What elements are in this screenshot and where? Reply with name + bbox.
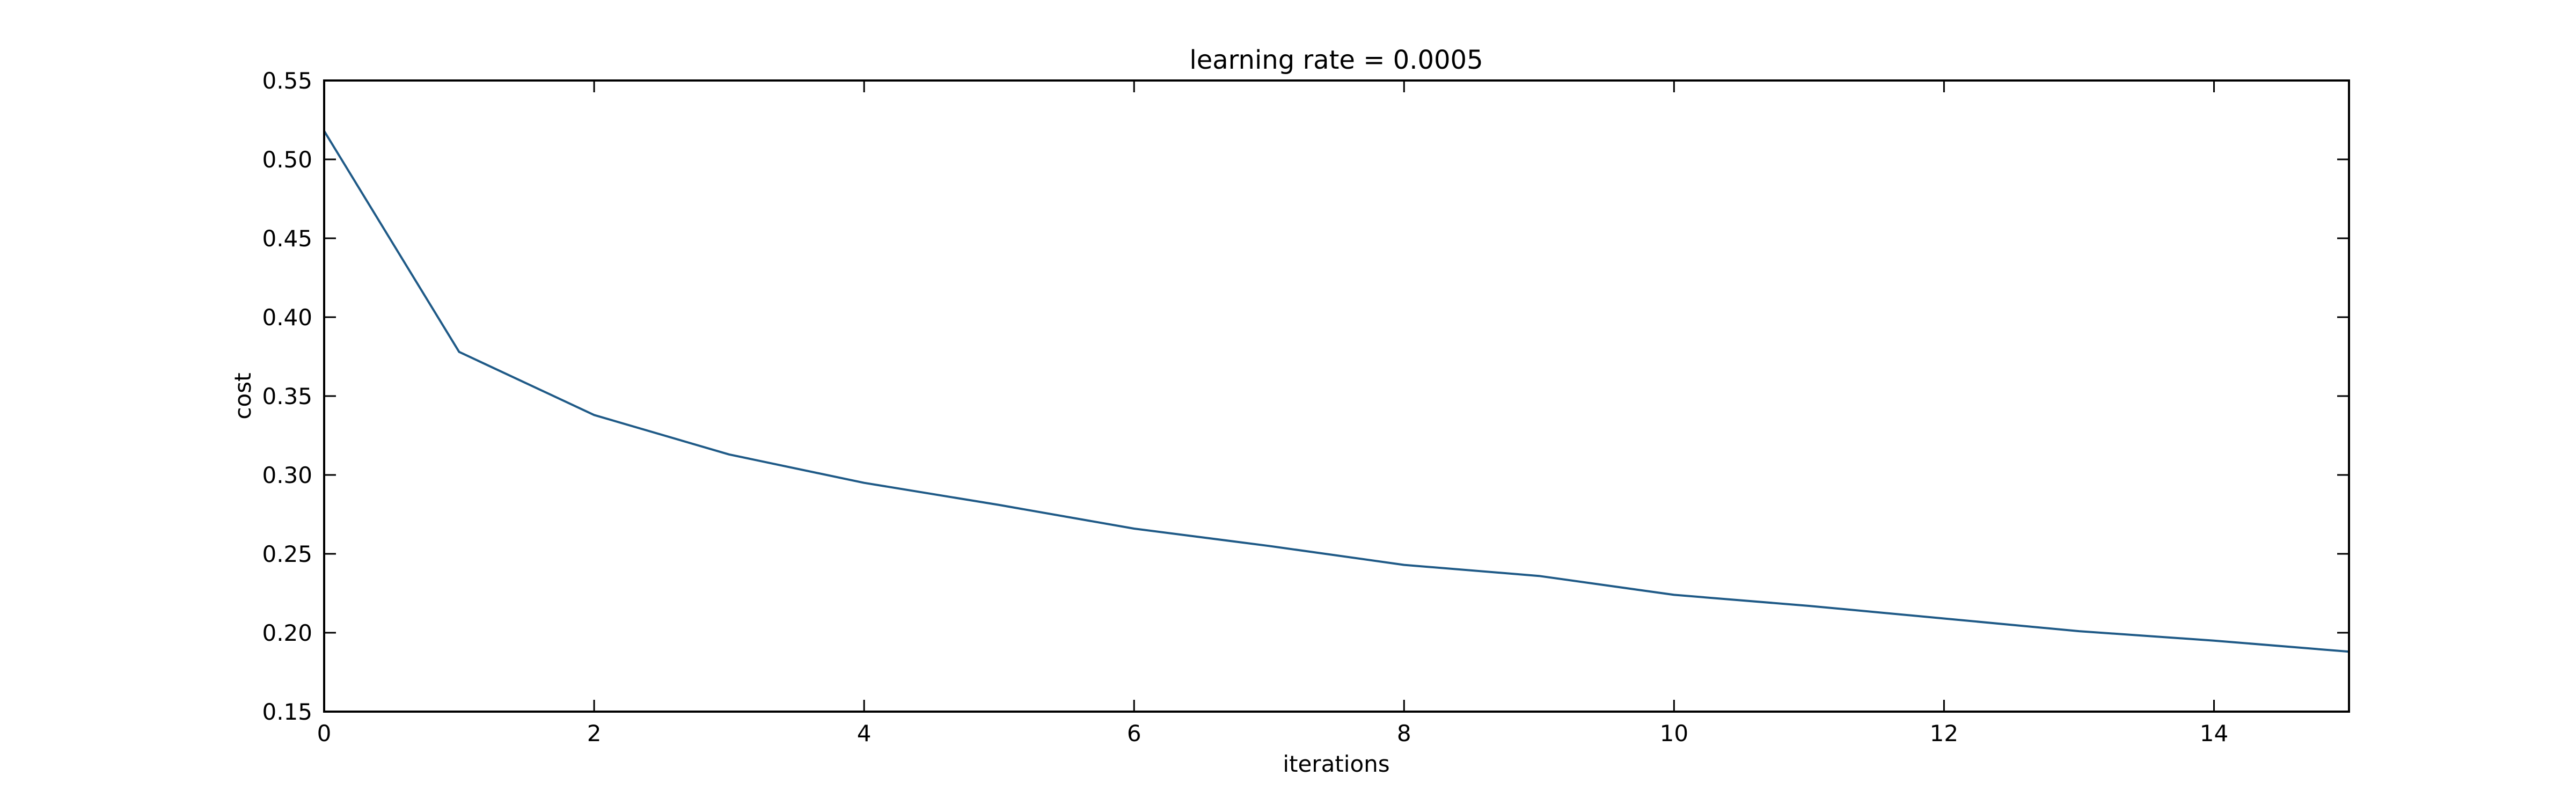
y-tick-label: 0.45 — [262, 225, 312, 252]
y-tick-label: 0.55 — [262, 68, 312, 94]
y-tick-label: 0.20 — [262, 620, 312, 646]
y-tick-label: 0.50 — [262, 147, 312, 173]
x-tick-label: 4 — [857, 720, 872, 747]
series-layer — [323, 130, 2350, 653]
x-tick-label: 8 — [1397, 720, 1411, 747]
x-tick-label: 6 — [1127, 720, 1141, 747]
y-tick-label: 0.35 — [262, 383, 312, 409]
series-line — [323, 130, 2350, 653]
x-tick-label: 2 — [587, 720, 602, 747]
y-axis-label: cost — [230, 372, 256, 419]
x-axis-label: iterations — [1283, 751, 1389, 777]
plot-frame — [323, 79, 2350, 713]
x-tick-label: 12 — [1930, 720, 1958, 747]
y-tick-label: 0.25 — [262, 541, 312, 567]
x-tick-label: 0 — [317, 720, 332, 747]
y-tick-label: 0.30 — [262, 462, 312, 488]
x-tick-label: 10 — [1660, 720, 1688, 747]
axis-ticks: 0 2 4 6 8 10 12 14 0.15 0.20 0.25 0.30 0.35 0.40 0.45 0… — [262, 68, 2349, 747]
y-tick-label: 0.15 — [262, 699, 312, 725]
chart-title: learning rate = 0.0005 — [1189, 45, 1483, 75]
y-tick-label: 0.40 — [262, 304, 312, 331]
x-tick-label: 14 — [2200, 720, 2228, 747]
